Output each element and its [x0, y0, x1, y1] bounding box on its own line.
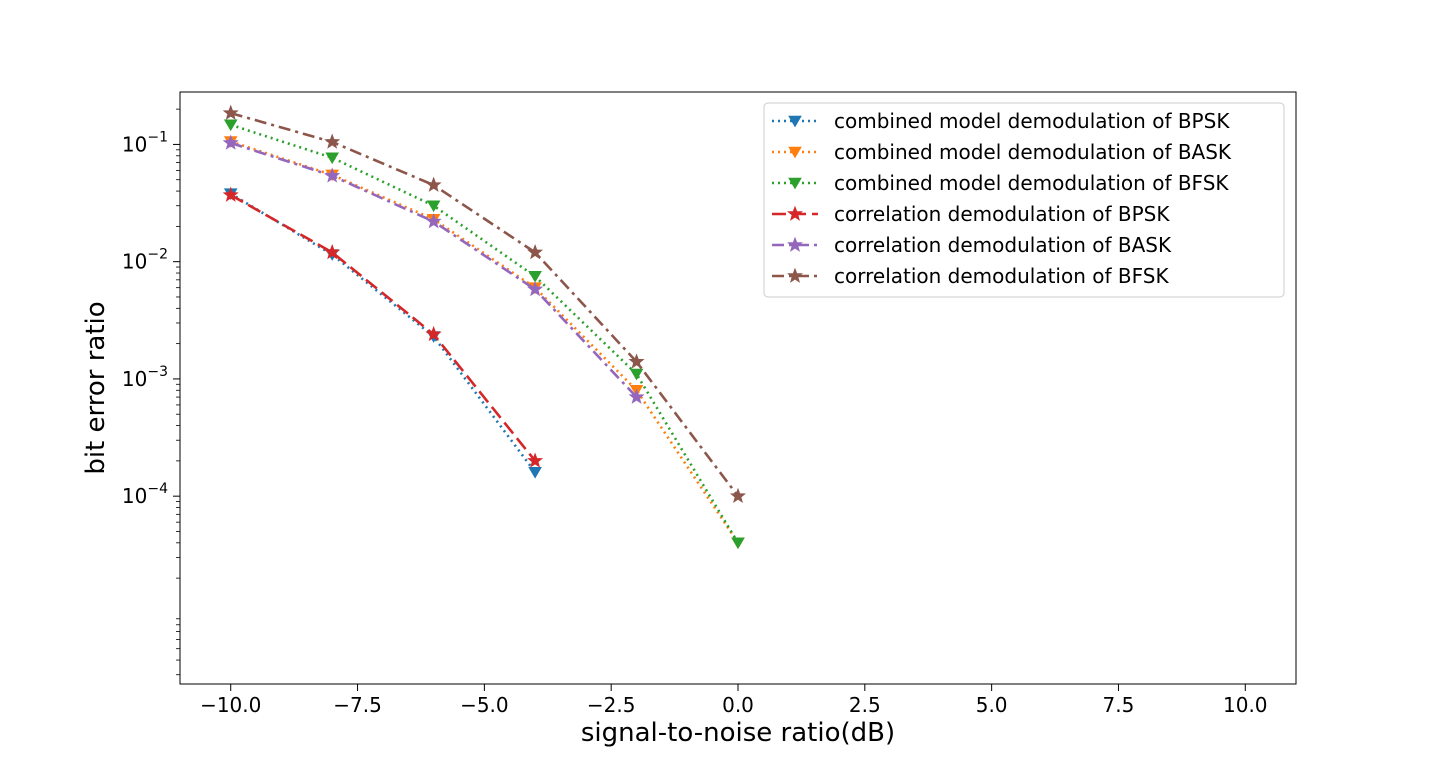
data-point — [629, 368, 644, 381]
legend-label: combined model demodulation of BFSK — [834, 171, 1229, 195]
y-tick-base: 10 — [122, 132, 147, 156]
series-3 — [223, 119, 745, 550]
legend-label: correlation demodulation of BPSK — [834, 202, 1170, 226]
data-point — [222, 134, 239, 150]
x-tick-label: 10.0 — [1223, 693, 1268, 717]
y-tick-exponent: −1 — [147, 129, 168, 145]
y-tick-label: 10−2 — [122, 247, 168, 274]
data-point — [729, 487, 747, 503]
legend-item: correlation demodulation of BPSK — [772, 202, 1170, 226]
x-tick-label: 7.5 — [1103, 693, 1135, 717]
y-tick-label: 10−1 — [122, 129, 168, 156]
x-tick-label: 5.0 — [976, 693, 1008, 717]
legend-label: combined model demodulation of BASK — [834, 140, 1232, 164]
data-point — [528, 271, 542, 283]
legend-label: correlation demodulation of BASK — [834, 233, 1172, 257]
y-tick-base: 10 — [122, 250, 147, 274]
y-tick-label: 10−4 — [122, 481, 168, 508]
data-point — [731, 537, 745, 550]
data-point — [324, 167, 341, 183]
series-line — [230, 111, 740, 497]
y-tick-exponent: −3 — [147, 364, 168, 380]
series-6 — [222, 104, 747, 503]
y-axis-label: bit error ratio — [81, 301, 111, 474]
series-line — [230, 192, 537, 474]
x-axis-label: signal-to-noise ratio(dB) — [581, 718, 895, 748]
y-tick-base: 10 — [122, 484, 147, 508]
legend-item: combined model demodulation of BASK — [772, 140, 1232, 164]
legend-marker — [788, 146, 802, 159]
x-tick-label: 2.5 — [849, 693, 881, 717]
legend-label: combined model demodulation of BPSK — [834, 109, 1230, 133]
series-2 — [223, 136, 745, 550]
data-point — [628, 353, 645, 369]
series-line — [230, 123, 740, 544]
x-tick-label: −5.0 — [460, 693, 509, 717]
y-axis-ticks: 10−110−210−310−4 — [122, 108, 180, 676]
x-tick-label: −7.5 — [333, 693, 382, 717]
legend-item: correlation demodulation of BASK — [772, 233, 1172, 257]
legend-marker — [786, 267, 804, 283]
data-point — [325, 152, 340, 165]
legend-marker — [786, 236, 804, 252]
series-line — [230, 140, 740, 544]
x-tick-label: −10.0 — [200, 693, 261, 717]
legend-marker — [786, 205, 804, 221]
data-point — [324, 133, 341, 149]
legend-item: combined model demodulation of BPSK — [772, 109, 1230, 133]
legend-item: combined model demodulation of BFSK — [772, 171, 1229, 195]
legend-item: correlation demodulation of BFSK — [772, 264, 1169, 288]
legend-marker — [788, 177, 802, 190]
legend-label: correlation demodulation of BFSK — [834, 264, 1169, 288]
legend: combined model demodulation of BPSK combi… — [763, 102, 1285, 298]
series-1 — [223, 188, 542, 479]
x-axis-ticks: −10.0 −7.5 −5.0 −2.5 0.0 2.5 5.0 7.5 10.0 — [200, 684, 1268, 717]
data-point — [425, 325, 442, 342]
series-5 — [222, 134, 645, 404]
y-tick-exponent: −4 — [147, 481, 168, 497]
legend-marker — [788, 115, 802, 128]
series-layer — [222, 104, 747, 550]
y-tick-base: 10 — [122, 367, 147, 391]
data-point — [628, 388, 645, 404]
x-tick-label: −2.5 — [587, 693, 636, 717]
data-point — [426, 200, 441, 213]
data-point — [222, 104, 239, 120]
data-point — [527, 452, 544, 468]
series-line — [230, 193, 537, 462]
data-point — [222, 186, 239, 202]
legend-box — [763, 102, 1285, 298]
data-point — [528, 466, 542, 479]
y-tick-exponent: −2 — [147, 247, 168, 263]
x-tick-label: 0.0 — [722, 693, 754, 717]
data-point — [425, 176, 442, 192]
data-point — [223, 119, 238, 132]
data-point — [324, 243, 341, 260]
series-4 — [222, 186, 544, 468]
data-point — [527, 243, 544, 260]
data-point — [425, 213, 442, 229]
y-tick-label: 10−3 — [122, 364, 168, 391]
data-point — [527, 280, 544, 297]
